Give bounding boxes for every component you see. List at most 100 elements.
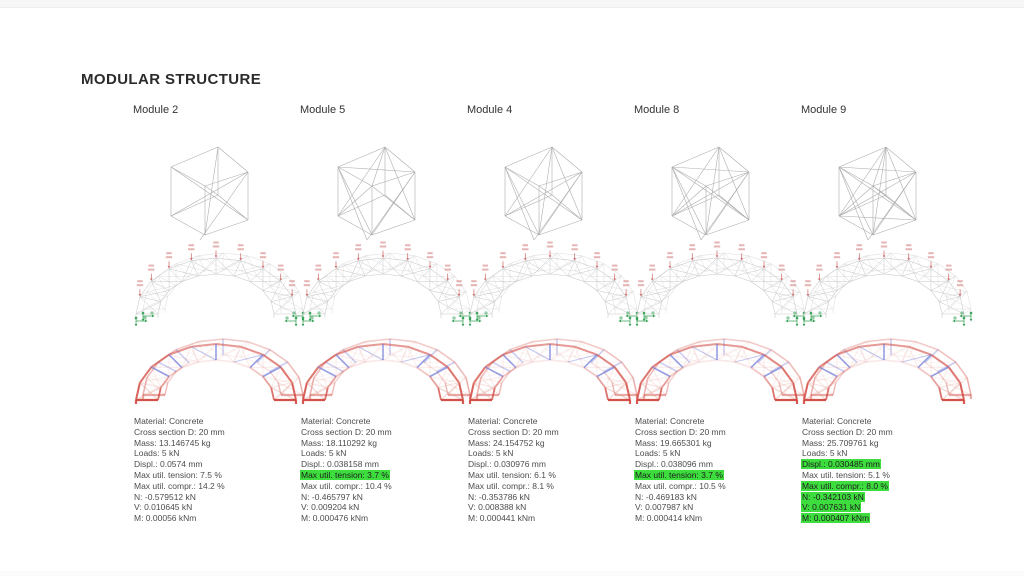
stat-text: M: 0.000407 kNm [801,513,871,524]
stat-text: V: 0.008388 kN [468,502,527,513]
stat-line: N: -0.465797 kN [300,492,459,503]
stat-text: M: 0.000441 kNm [468,513,536,524]
stat-line: N: -0.469183 kN [634,492,793,503]
module-wireframe-diagram [170,146,248,240]
stat-line: N: -0.579512 kN [133,492,292,503]
arch-load-diagram [635,241,806,326]
stat-line: V: 0.008388 kN [467,502,626,513]
stat-text: Displ.: 0.038096 mm [635,459,713,470]
stat-text: Loads: 5 kN [301,448,347,459]
stat-line: Max util. tension: 5.1 % [801,470,960,481]
stat-line: N: -0.342103 kN [801,491,960,503]
stat-line: V: 0.007631 kN [801,502,960,513]
module-title: Module 8 [634,104,680,116]
stat-line: Max util. tension: 3.7 % [634,469,793,481]
stat-text: M: 0.000414 kNm [635,513,703,524]
stat-line: Displ.: 0.038158 mm [300,459,459,470]
stat-text: Max util. tension: 5.1 % [802,469,890,480]
stat-line: Material: Concrete [801,416,960,427]
stat-text: M: 0.00056 kNm [134,513,197,524]
module-title: Module 4 [467,104,513,116]
stat-text: Loads: 5 kN [468,448,514,459]
module-stats: Material: Concrete Cross section D: 20 mm… [801,416,960,524]
stat-text: Material: Concrete [468,416,538,426]
arch-load-diagram [468,241,639,326]
window-bottom-edge [0,571,1024,576]
stat-text: Max util. compr.: 8.0 % [801,480,889,491]
stat-text: N: -0.579512 kN [134,491,196,502]
stat-line: Loads: 5 kN [634,448,793,459]
stat-line: Loads: 5 kN [467,448,626,459]
module-column-5: Module 5 Material: Concrete Cross section… [292,104,472,524]
stat-line: Max util. compr.: 10.4 % [300,481,459,492]
stat-line: Loads: 5 kN [133,448,292,459]
stat-line: Displ.: 0.030976 mm [467,459,626,470]
stat-line: Cross section D: 20 mm [634,427,793,438]
stat-line: V: 0.009204 kN [300,502,459,513]
stat-text: V: 0.007987 kN [635,502,694,513]
stat-text: N: -0.469183 kN [635,491,697,502]
stat-text: Mass: 18.110292 kg [301,437,377,448]
stat-line: Displ.: 0.0574 mm [133,459,292,470]
stat-line: Loads: 5 kN [300,448,459,459]
stat-text: Material: Concrete [301,416,371,426]
module-wireframe-diagram [671,146,749,240]
stat-line: Max util. compr.: 10.5 % [634,481,793,492]
stat-text: Cross section D: 20 mm [468,426,559,437]
arch-load-diagram [802,241,973,326]
stat-line: Cross section D: 20 mm [300,427,459,438]
module-column-8: Module 8 Material: Concrete Cross section… [626,104,806,524]
stat-text: Material: Concrete [802,416,872,426]
page-title: MODULAR STRUCTURE [81,71,262,89]
stat-text: Max util. compr.: 14.2 % [134,480,225,491]
module-wireframe-diagram [838,146,916,240]
module-wireframe-diagram [504,146,582,240]
stat-text: Mass: 13.146745 kg [134,437,211,448]
stat-text: Loads: 5 kN [134,448,180,459]
module-title: Module 5 [300,104,346,116]
stat-line: Cross section D: 20 mm [133,427,292,438]
arch-load-diagram [134,241,305,326]
stat-text: Material: Concrete [134,416,204,426]
stat-line: M: 0.00056 kNm [133,513,292,524]
stat-text: N: -0.353786 kN [468,491,530,502]
stat-text: M: 0.000476 kNm [301,513,369,524]
module-stats: Material: Concrete Cross section D: 20 mm… [300,416,459,524]
module-stats: Material: Concrete Cross section D: 20 mm… [467,416,626,524]
window-top-edge [0,0,1024,8]
module-columns: Module 2 Material: Concrete Cross section… [125,104,973,524]
arch-stress-diagram [301,338,472,404]
arch-stress-diagram [134,338,305,404]
stat-line: M: 0.000414 kNm [634,513,793,524]
stat-text: Loads: 5 kN [635,448,681,459]
stat-line: V: 0.010645 kN [133,502,292,513]
stat-text: Max util. compr.: 8.1 % [468,480,554,491]
stat-line: Mass: 18.110292 kg [300,438,459,449]
stat-text: N: -0.342103 kN [801,491,865,502]
arch-stress-diagram [468,338,639,404]
stat-text: Cross section D: 20 mm [635,426,726,437]
module-stats: Material: Concrete Cross section D: 20 mm… [133,416,292,524]
arch-load-diagram [301,241,472,326]
stat-text: Max util. compr.: 10.5 % [635,480,726,491]
stat-line: M: 0.000441 kNm [467,513,626,524]
stat-line: Mass: 24.154752 kg [467,438,626,449]
module-title: Module 9 [801,104,847,116]
stat-text: Mass: 19.665301 kg [635,437,712,448]
stat-text: Displ.: 0.030485 mm [801,459,881,470]
arch-stress-diagram [635,338,806,404]
stat-line: M: 0.000476 kNm [300,513,459,524]
stat-line: Material: Concrete [133,416,292,427]
stat-text: Material: Concrete [635,416,705,426]
stat-line: Material: Concrete [634,416,793,427]
module-wireframe-diagram [337,146,415,240]
stat-text: Displ.: 0.038158 mm [301,459,379,470]
stat-text: Loads: 5 kN [802,448,848,459]
stat-line: Max util. tension: 6.1 % [467,470,626,481]
stat-line: Max util. compr.: 8.0 % [801,480,960,492]
stat-line: Max util. tension: 7.5 % [133,470,292,481]
stat-line: Mass: 19.665301 kg [634,438,793,449]
module-column-2: Module 2 Material: Concrete Cross section… [125,104,305,524]
stat-text: Max util. compr.: 10.4 % [301,480,392,491]
stat-line: V: 0.007987 kN [634,502,793,513]
